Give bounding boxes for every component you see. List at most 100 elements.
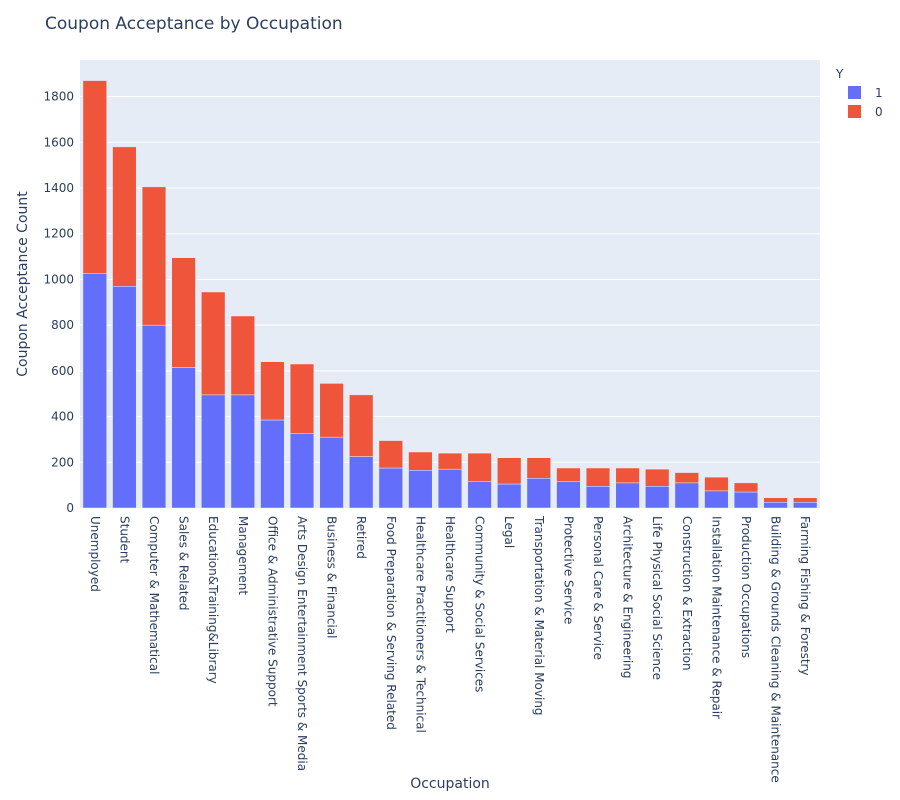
x-tick-label: Healthcare Practitioners & Technical xyxy=(413,516,427,733)
bar-series-1-19[interactable] xyxy=(645,486,670,509)
x-tick-label: Production Occupations xyxy=(739,516,753,658)
x-tick-label: Arts Design Entertainment Sports & Media xyxy=(295,516,309,771)
legend-title: Y xyxy=(835,67,844,81)
x-tick-label: Installation Maintenance & Repair xyxy=(709,516,723,719)
x-tick-label: Office & Administrative Support xyxy=(265,516,279,707)
bar-series-1-23[interactable] xyxy=(763,502,788,509)
bar-series-0-1[interactable] xyxy=(112,146,137,287)
y-tick-label: 800 xyxy=(51,318,74,332)
bar-series-0-18[interactable] xyxy=(615,467,640,484)
y-tick-label: 1000 xyxy=(43,272,74,286)
x-tick-label: Sales & Related xyxy=(177,516,191,611)
x-tick-label: Management xyxy=(236,516,250,595)
bar-series-1-2[interactable] xyxy=(141,324,167,509)
bar-series-0-2[interactable] xyxy=(141,186,167,326)
bar-series-0-14[interactable] xyxy=(497,457,522,485)
bar-series-0-10[interactable] xyxy=(378,440,403,469)
bar-series-1-3[interactable] xyxy=(171,367,196,509)
bar-series-1-7[interactable] xyxy=(289,433,315,509)
bar-series-0-9[interactable] xyxy=(349,394,374,457)
bar-series-0-23[interactable] xyxy=(763,497,788,503)
y-axis-ticks: 0 200 400 600 800 1000 1200 1400 1600 1800 xyxy=(43,90,74,515)
legend-swatch-1 xyxy=(848,86,861,99)
legend-item-1[interactable]: 1 xyxy=(848,86,883,100)
x-tick-label: Student xyxy=(117,516,131,564)
bar-series-1-11[interactable] xyxy=(408,470,433,509)
y-tick-label: 200 xyxy=(51,455,74,469)
bar-series-1-13[interactable] xyxy=(467,481,492,509)
bar-series-1-9[interactable] xyxy=(349,456,374,509)
bar-series-0-4[interactable] xyxy=(201,291,226,396)
x-tick-label: Legal xyxy=(502,516,516,548)
bar-series-1-15[interactable] xyxy=(526,478,551,509)
legend-item-0[interactable]: 0 xyxy=(848,105,883,119)
x-axis-ticks: Unemployed Student Computer & Mathematical… xyxy=(88,515,812,783)
bar-series-1-21[interactable] xyxy=(704,490,729,509)
x-tick-label: Unemployed xyxy=(88,516,102,592)
bar-series-1-20[interactable] xyxy=(674,482,699,509)
x-tick-label: Farming Fishing & Forestry xyxy=(798,516,812,676)
x-tick-label: Personal Care & Service xyxy=(591,516,605,660)
chart-title: Coupon Acceptance by Occupation xyxy=(45,14,343,34)
bar-series-0-13[interactable] xyxy=(467,452,492,482)
bar-series-0-3[interactable] xyxy=(171,257,196,368)
legend-label-1: 1 xyxy=(875,86,883,100)
bar-series-0-8[interactable] xyxy=(319,383,344,438)
bar-series-1-18[interactable] xyxy=(615,482,640,509)
x-tick-label: Construction & Extraction xyxy=(680,516,694,671)
bar-series-0-0[interactable] xyxy=(82,80,107,274)
bar-series-1-0[interactable] xyxy=(82,273,107,509)
x-tick-label: Education&Training&Library xyxy=(206,516,220,684)
bar-series-0-21[interactable] xyxy=(704,476,729,492)
x-tick-label: Community & Social Services xyxy=(473,516,487,692)
y-tick-label: 1200 xyxy=(43,227,74,241)
x-tick-label: Food Preparation & Serving Related xyxy=(384,516,398,730)
x-tick-label: Retired xyxy=(354,516,368,559)
bar-series-0-5[interactable] xyxy=(230,315,255,396)
bar-series-0-7[interactable] xyxy=(289,363,315,434)
bar-series-1-1[interactable] xyxy=(112,286,137,509)
y-tick-label: 400 xyxy=(51,410,74,424)
bar-series-0-11[interactable] xyxy=(408,451,433,471)
legend: Y 1 0 xyxy=(835,67,883,119)
bar-series-0-12[interactable] xyxy=(437,452,463,470)
y-tick-label: 1600 xyxy=(43,135,74,149)
y-tick-label: 600 xyxy=(51,364,74,378)
y-axis-title: Coupon Acceptance Count xyxy=(15,191,31,377)
bar-series-0-16[interactable] xyxy=(556,467,581,482)
x-axis-title: Occupation xyxy=(410,776,490,792)
x-tick-label: Business & Financial xyxy=(325,516,339,638)
bar-series-1-10[interactable] xyxy=(378,467,403,509)
legend-swatch-0 xyxy=(848,105,861,118)
bar-series-1-8[interactable] xyxy=(319,436,344,509)
bar-series-1-4[interactable] xyxy=(201,394,226,509)
x-tick-label: Transportation & Material Moving xyxy=(532,515,546,716)
x-tick-label: Healthcare Support xyxy=(443,516,457,633)
y-tick-label: 1800 xyxy=(43,90,74,104)
bar-series-1-17[interactable] xyxy=(585,486,611,509)
bar-series-0-22[interactable] xyxy=(733,482,759,493)
bar-series-0-6[interactable] xyxy=(260,361,285,421)
bar-series-1-6[interactable] xyxy=(260,419,285,509)
bar-series-1-24[interactable] xyxy=(793,502,818,509)
bar-series-0-17[interactable] xyxy=(585,467,611,487)
bar-series-0-19[interactable] xyxy=(645,468,670,487)
x-tick-label: Computer & Mathematical xyxy=(147,516,161,674)
bar-series-1-16[interactable] xyxy=(556,481,581,509)
x-tick-label: Building & Grounds Cleaning & Maintenanc… xyxy=(769,516,783,783)
x-tick-label: Protective Service xyxy=(561,516,575,624)
bar-series-1-22[interactable] xyxy=(733,491,759,509)
bar-series-0-20[interactable] xyxy=(674,472,699,484)
bar-series-0-24[interactable] xyxy=(793,497,818,503)
legend-label-0: 0 xyxy=(875,105,883,119)
x-tick-label: Architecture & Engineering xyxy=(621,516,635,678)
y-tick-label: 0 xyxy=(66,501,74,515)
y-tick-label: 1400 xyxy=(43,181,74,195)
x-tick-label: Life Physical Social Science xyxy=(650,516,664,680)
bar-series-1-14[interactable] xyxy=(497,483,522,509)
bar-series-0-15[interactable] xyxy=(526,457,551,479)
bar-series-1-5[interactable] xyxy=(230,394,255,509)
bars xyxy=(82,80,818,509)
bar-series-1-12[interactable] xyxy=(437,468,463,509)
